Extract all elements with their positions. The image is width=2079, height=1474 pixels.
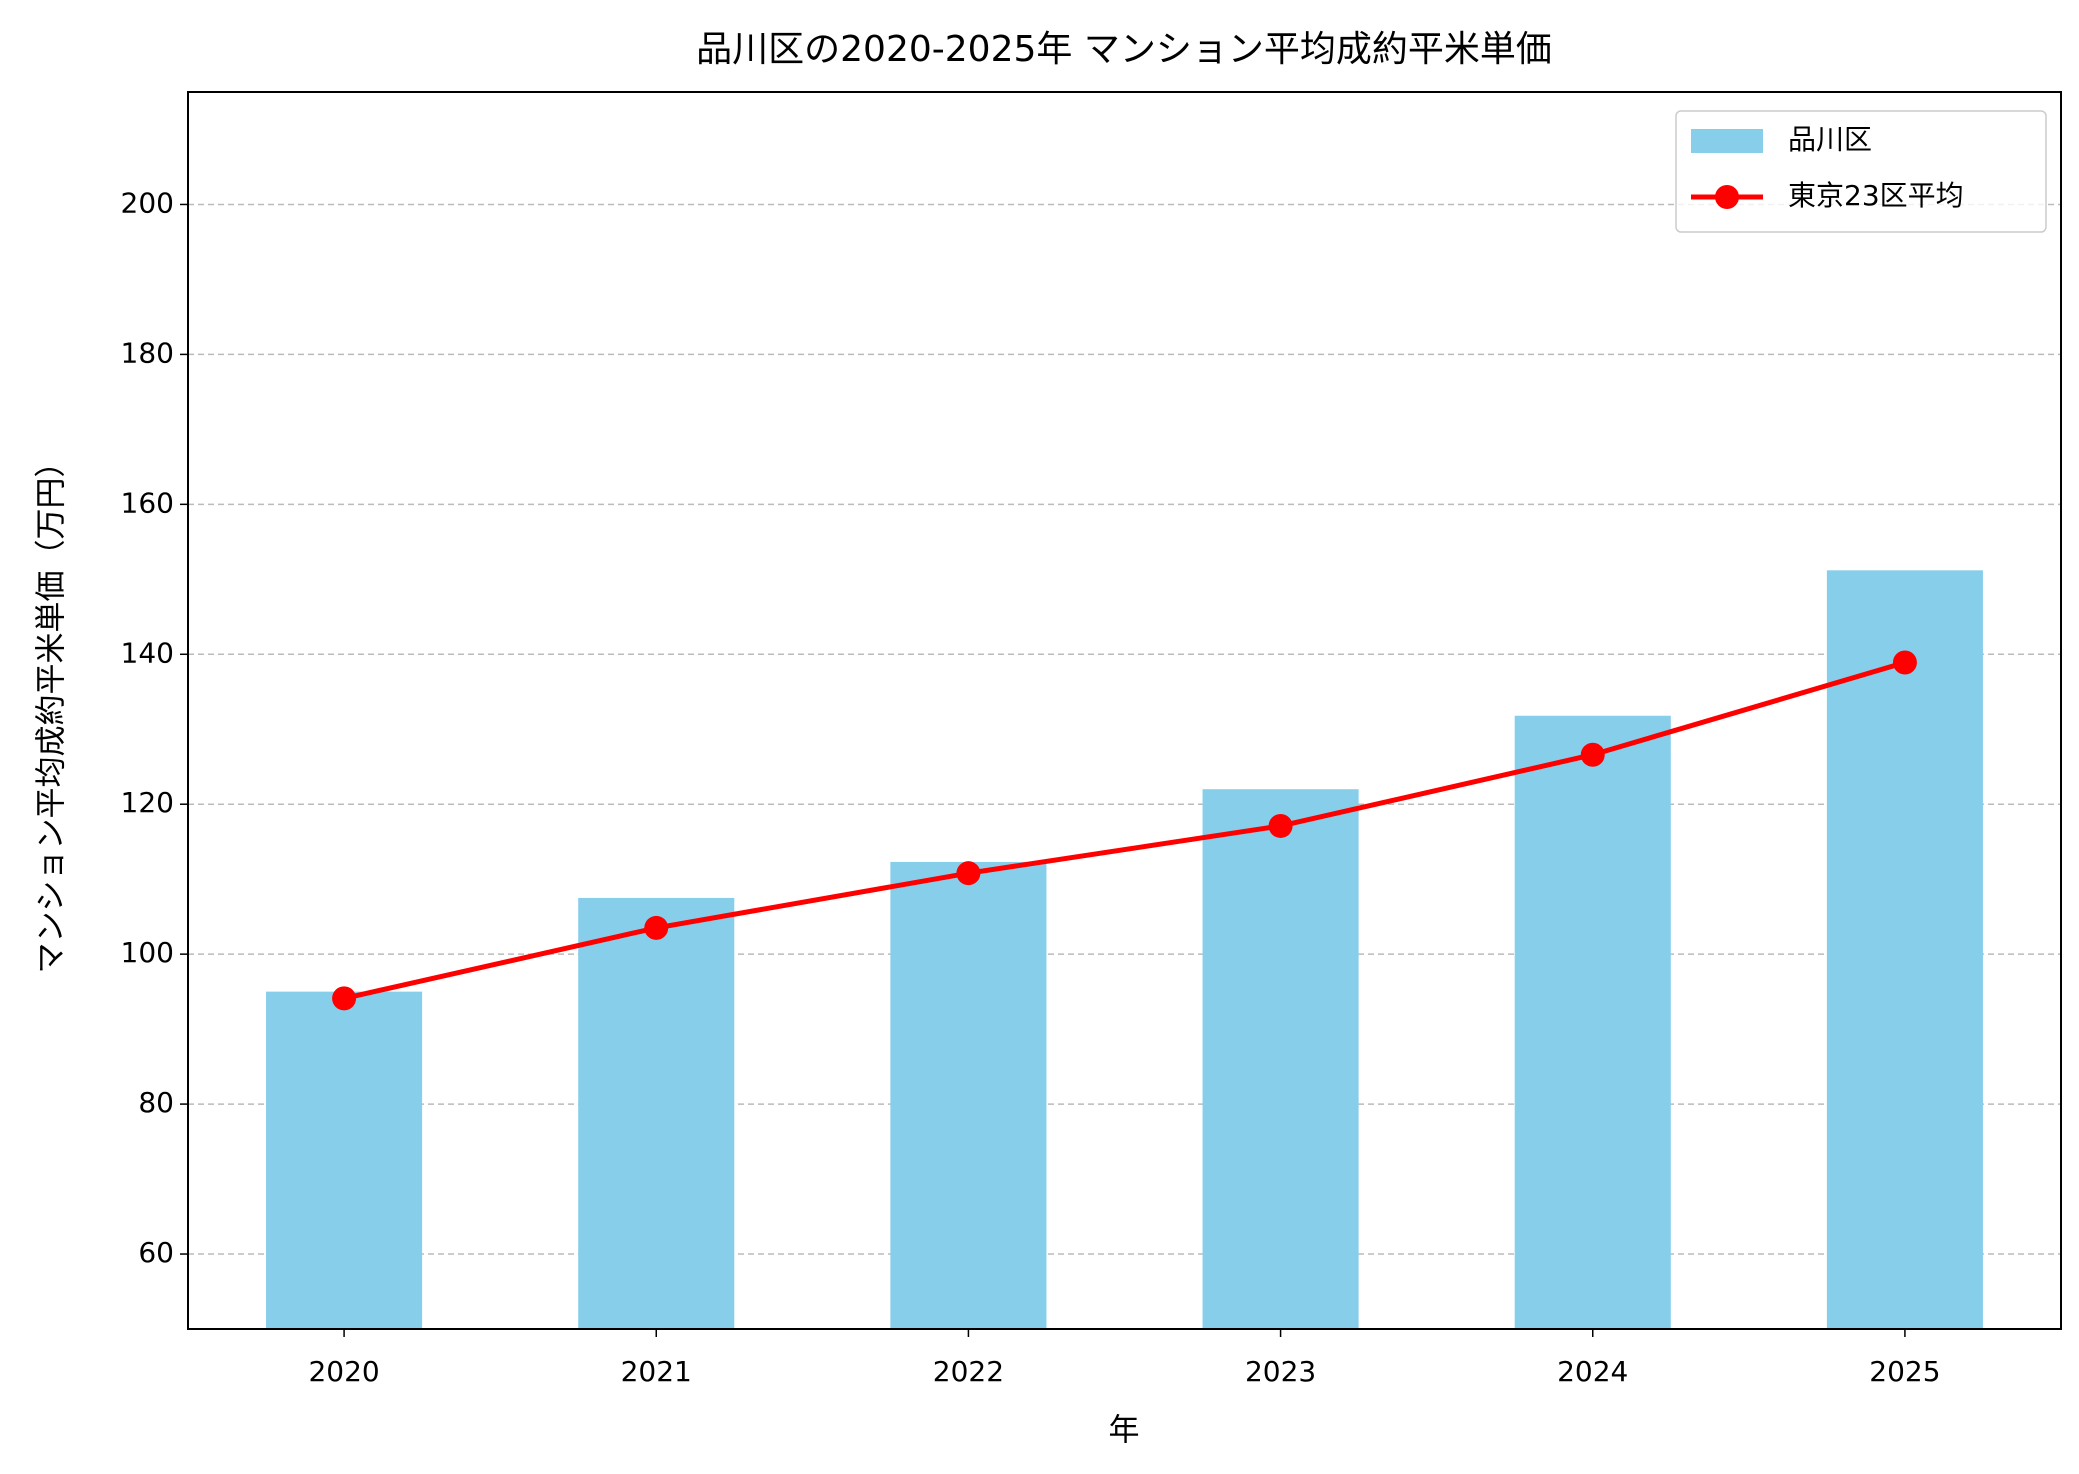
y-tick-label: 180	[121, 336, 174, 369]
point	[1268, 813, 1293, 838]
y-tick-label: 100	[121, 936, 174, 969]
legend-label: 東京23区平均	[1788, 179, 1964, 212]
legend-marker	[1715, 185, 1739, 209]
x-tick-label: 2025	[1869, 1355, 1940, 1388]
point	[332, 986, 357, 1011]
bar	[1202, 789, 1359, 1329]
bar	[266, 991, 423, 1329]
bar	[890, 861, 1047, 1329]
point	[956, 861, 981, 886]
y-tick-label: 120	[121, 786, 174, 819]
y-tick-label: 140	[121, 636, 174, 669]
line	[343, 660, 1906, 1001]
legend-box	[1675, 110, 2047, 233]
y-tick-label: 60	[138, 1236, 174, 1269]
bar	[578, 897, 735, 1329]
y-axis-label: マンション平均成約平米単価（万円）	[34, 447, 70, 974]
plot-frame	[187, 91, 2062, 1330]
x-tick-label: 2020	[308, 1355, 379, 1388]
x-tick-label: 2021	[621, 1355, 692, 1388]
y-tick-label: 200	[121, 186, 174, 219]
point	[1580, 742, 1605, 767]
chart-title: 品川区の2020-2025年 マンション平均成約平米単価	[696, 29, 1552, 70]
x-axis-label: 年	[1109, 1413, 1140, 1449]
legend-label: 品川区	[1788, 123, 1872, 156]
x-tick-label: 2022	[933, 1355, 1004, 1388]
bar	[1826, 570, 1983, 1329]
x-tick-label: 2024	[1557, 1355, 1628, 1388]
point	[644, 915, 669, 940]
bar	[1514, 715, 1671, 1329]
y-tick-label: 80	[138, 1086, 174, 1119]
point	[1892, 650, 1917, 675]
legend-swatch	[1691, 129, 1763, 153]
x-tick-label: 2023	[1245, 1355, 1316, 1388]
y-tick-label: 160	[121, 486, 174, 519]
